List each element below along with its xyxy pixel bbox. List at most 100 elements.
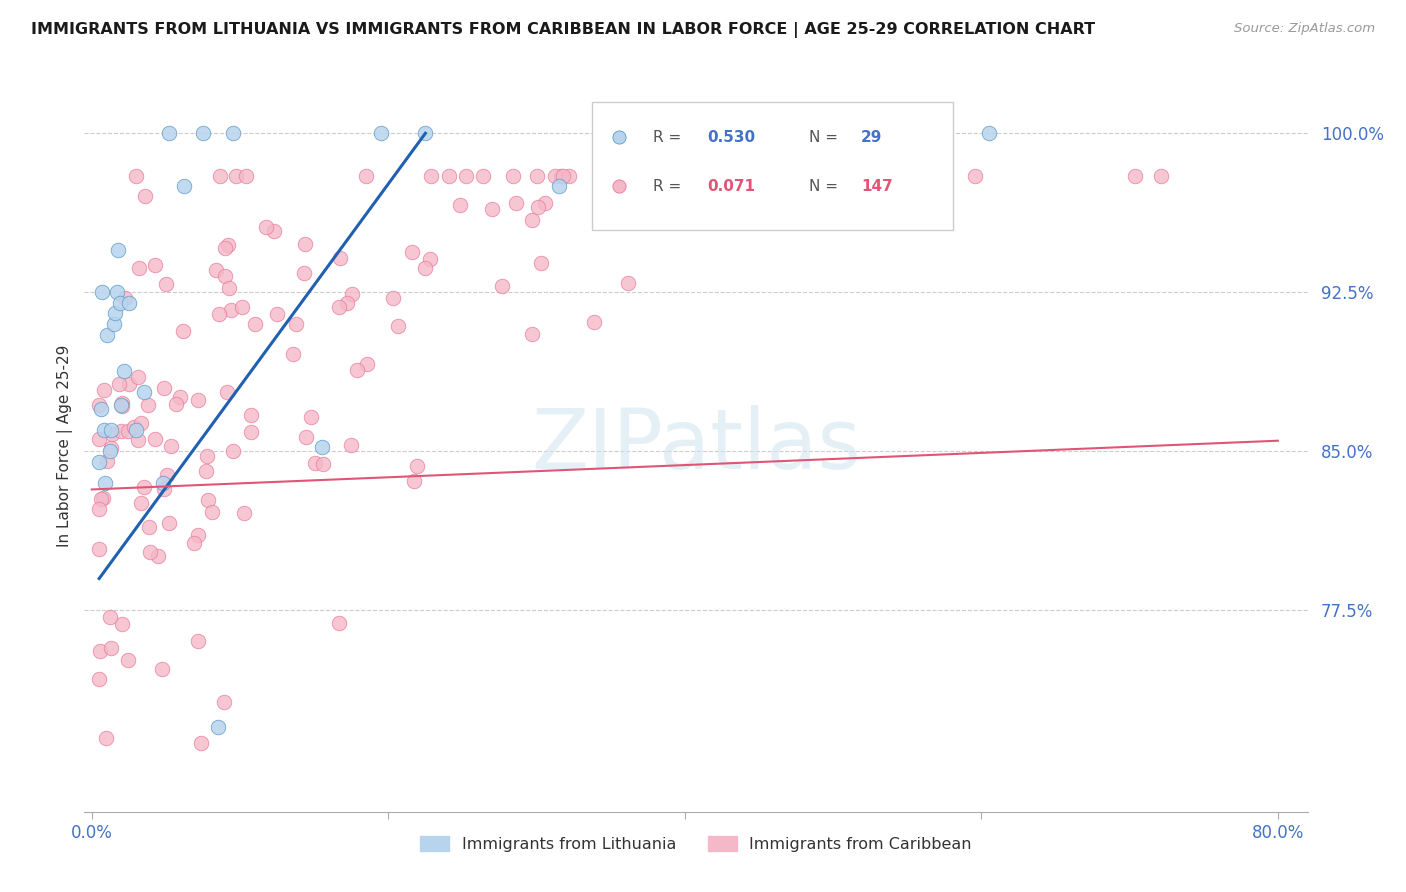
Point (131, 496, 153, 510)
Point (381, 291, 404, 305)
Point (157, 516, 180, 530)
Point (401, 244, 423, 259)
Point (214, 268, 236, 283)
Point (104, 306, 127, 320)
Point (98, 609, 121, 624)
Point (128, 261, 150, 276)
Point (165, 397, 187, 411)
Point (197, 492, 219, 507)
Point (108, 296, 131, 310)
Point (160, 439, 183, 453)
Point (91, 285, 114, 300)
Point (127, 433, 149, 447)
Point (96, 327, 118, 342)
Point (354, 169, 377, 183)
Point (150, 662, 173, 676)
Point (217, 384, 239, 399)
Point (100, 423, 122, 437)
Point (692, 169, 714, 183)
Point (89, 644, 111, 658)
Text: N =: N = (808, 130, 842, 145)
Point (299, 409, 322, 424)
FancyBboxPatch shape (592, 103, 953, 230)
Point (118, 296, 141, 310)
Point (638, 169, 661, 183)
Point (728, 169, 751, 183)
Point (190, 736, 212, 750)
Point (89, 398, 111, 412)
Point (187, 392, 209, 407)
Point (101, 427, 124, 442)
Point (925, 169, 948, 183)
Point (183, 536, 205, 550)
Point (218, 281, 240, 295)
Point (336, 295, 359, 310)
Point (582, 314, 605, 328)
Text: R =: R = (654, 178, 686, 194)
Point (245, 317, 267, 331)
Point (91, 491, 114, 506)
Point (201, 505, 224, 519)
Point (152, 476, 174, 491)
Point (100, 640, 122, 655)
Point (502, 169, 524, 183)
Point (195, 464, 218, 478)
Point (93, 383, 115, 397)
Point (111, 396, 134, 410)
Point (138, 520, 160, 534)
Point (89, 542, 111, 557)
Point (208, 169, 231, 183)
Point (419, 252, 441, 266)
Point (547, 179, 569, 194)
Point (90, 401, 112, 416)
Point (312, 457, 335, 471)
Point (112, 364, 135, 378)
Point (93, 423, 115, 437)
Point (98, 444, 121, 458)
Point (522, 213, 544, 227)
Point (641, 169, 664, 183)
Point (110, 399, 132, 413)
Point (222, 444, 245, 458)
Point (266, 307, 288, 321)
Point (103, 317, 125, 331)
Point (558, 169, 581, 183)
Point (415, 126, 437, 140)
Point (89, 432, 111, 446)
Point (356, 357, 378, 371)
Point (413, 261, 436, 276)
Text: Source: ZipAtlas.com: Source: ZipAtlas.com (1234, 22, 1375, 36)
Point (456, 169, 478, 183)
Point (419, 169, 441, 183)
Point (491, 278, 513, 293)
Point (505, 196, 527, 211)
Point (232, 506, 254, 520)
Point (617, 277, 640, 291)
Point (449, 198, 471, 212)
Point (89, 455, 111, 469)
Point (977, 126, 1000, 140)
Point (664, 173, 686, 187)
Point (340, 438, 363, 452)
Point (328, 300, 350, 314)
Point (100, 441, 122, 455)
Point (292, 266, 315, 280)
Point (89, 672, 111, 686)
Text: 29: 29 (860, 130, 883, 145)
Point (406, 459, 429, 474)
Point (169, 390, 191, 404)
Point (340, 286, 363, 301)
Point (139, 545, 162, 559)
Point (212, 696, 235, 710)
Point (240, 408, 263, 422)
Point (132, 384, 155, 399)
Point (239, 425, 262, 439)
Text: 0.530: 0.530 (707, 130, 755, 145)
Point (472, 169, 495, 183)
Point (217, 238, 239, 252)
Point (281, 347, 304, 361)
Point (114, 291, 136, 305)
Point (553, 169, 575, 183)
Point (329, 252, 352, 266)
Point (1150, 169, 1173, 183)
